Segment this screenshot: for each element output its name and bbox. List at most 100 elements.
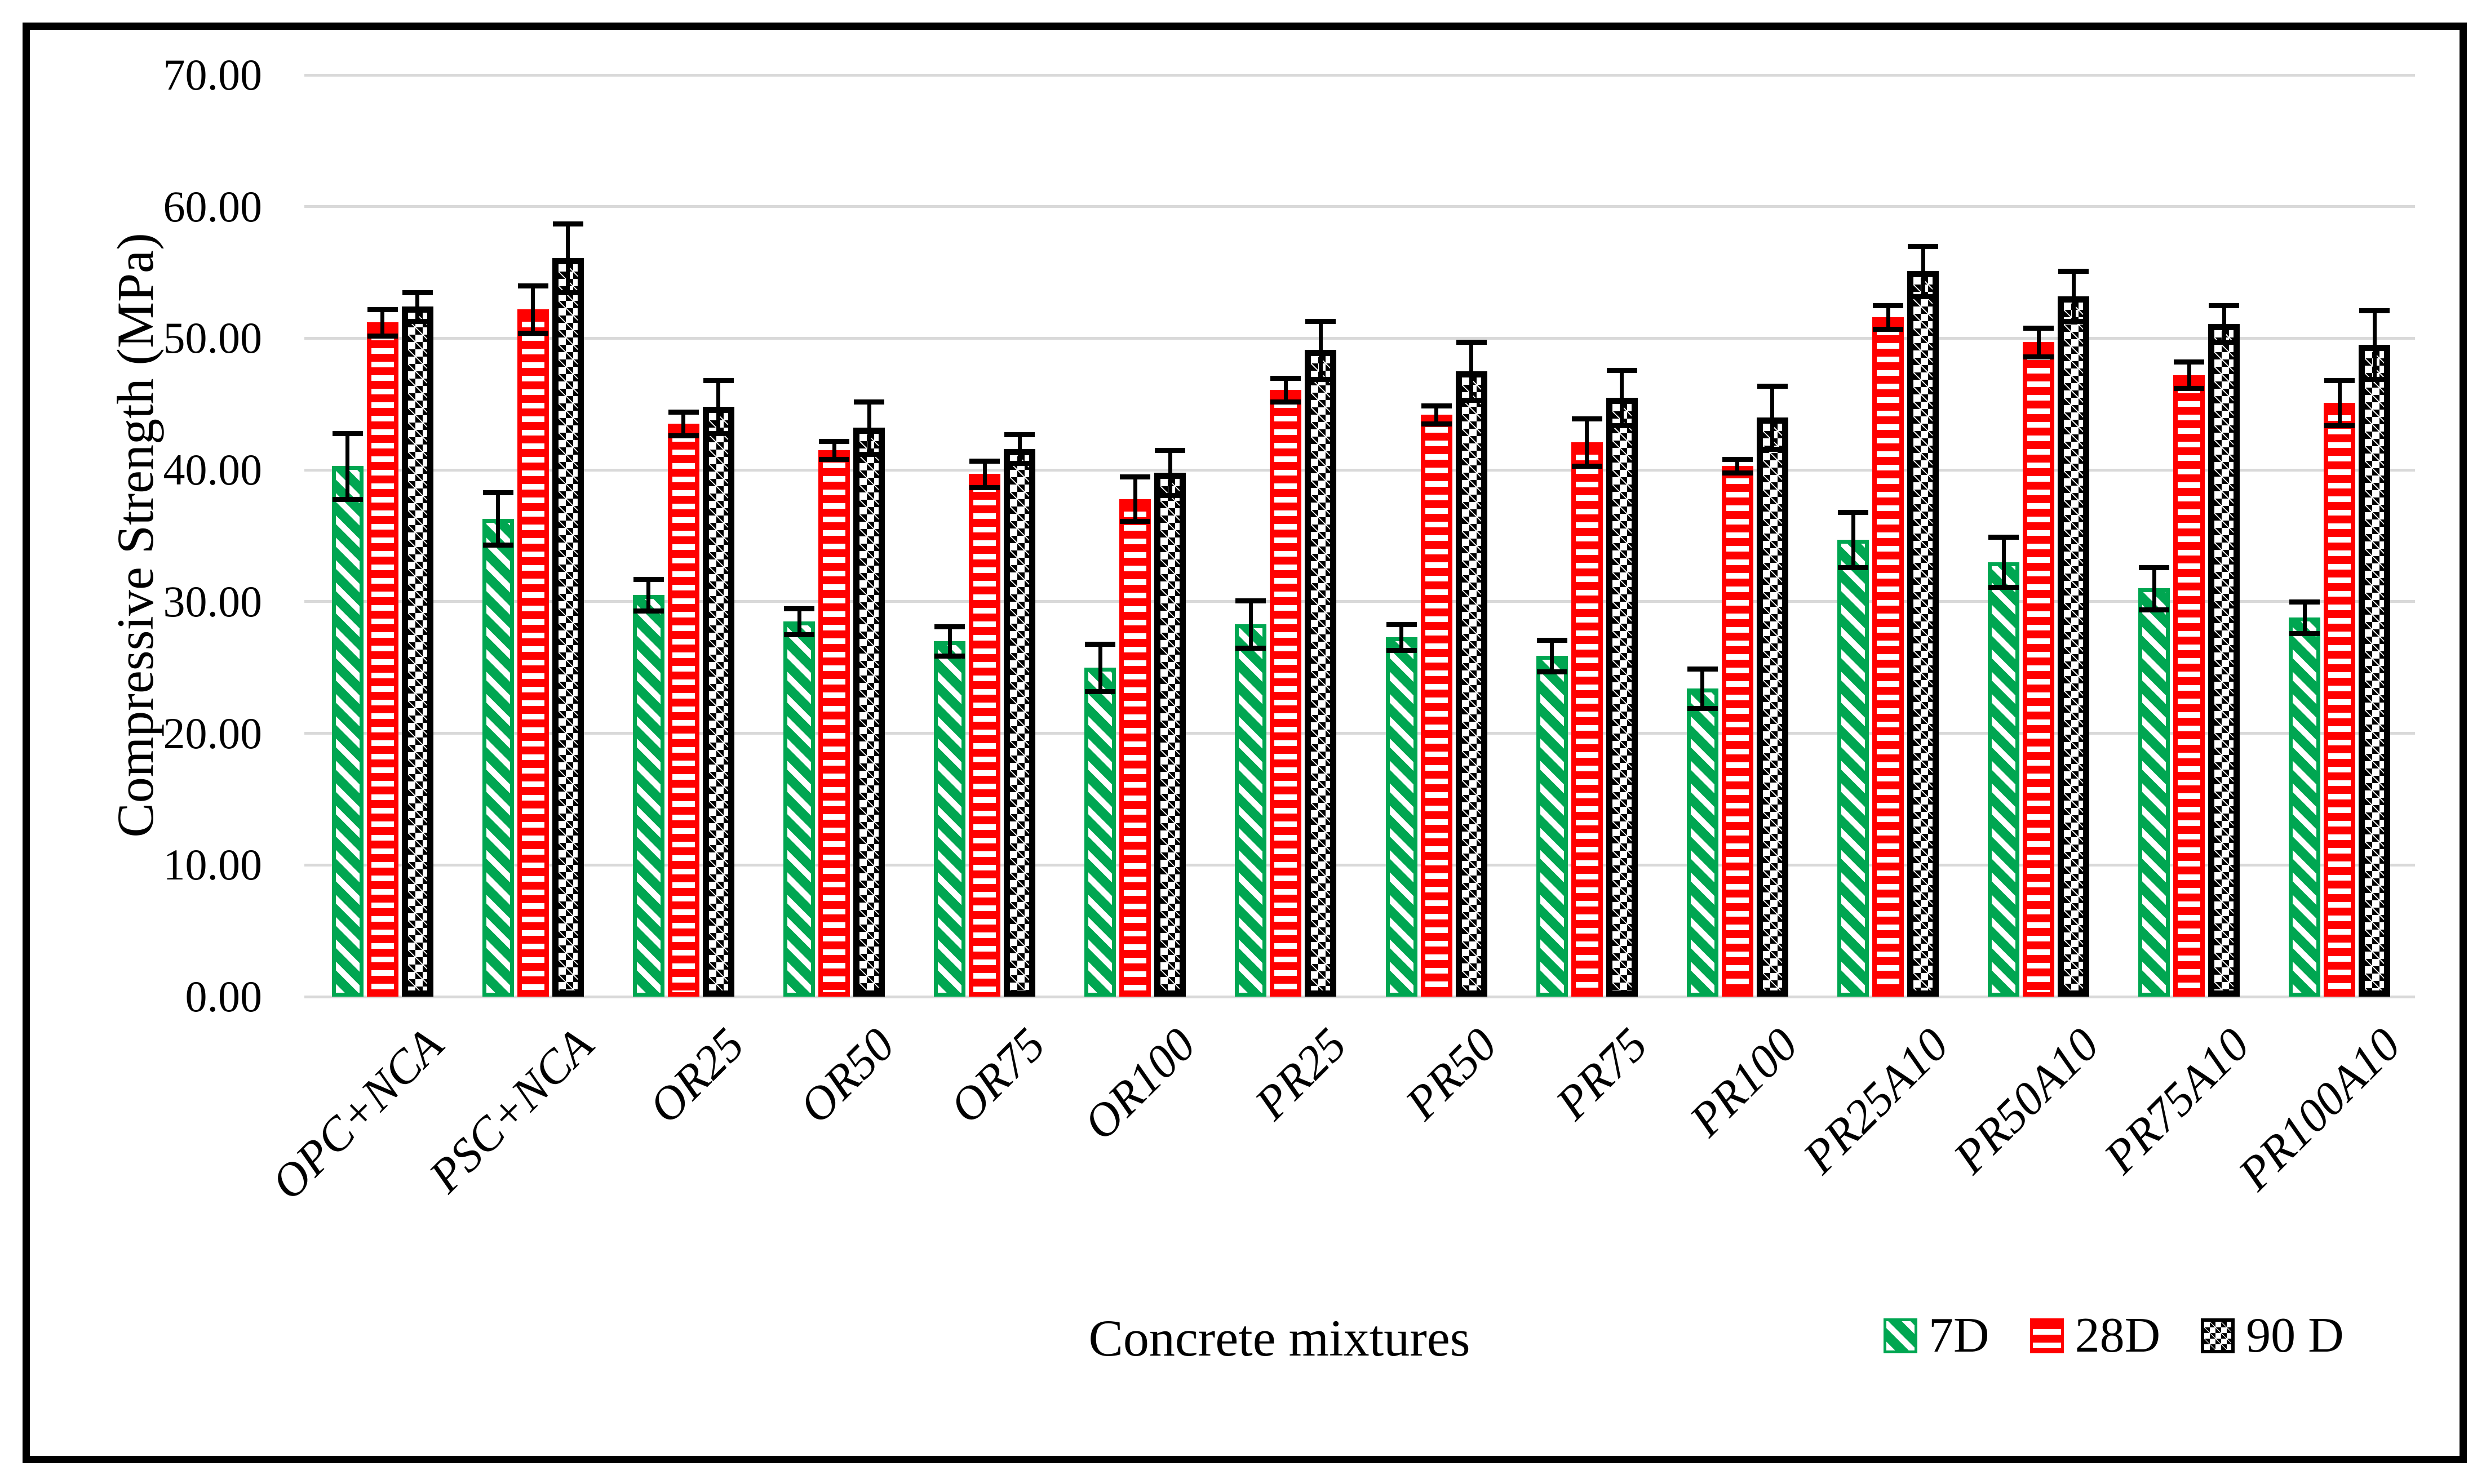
bar-90d-pr50 [1455, 371, 1487, 997]
error-bar-line [1469, 342, 1474, 401]
legend-label: 28D [2075, 1308, 2161, 1363]
error-bar-cap-bottom [367, 333, 398, 339]
error-bar-line [832, 441, 836, 460]
y-tick-label: 10.00 [163, 840, 263, 890]
error-bar-cap-bottom [854, 452, 884, 457]
error-bar-line [1168, 450, 1172, 495]
error-bar-cap-top [2324, 378, 2355, 384]
error-bar-cap-bottom [2058, 319, 2089, 325]
error-bar-cap-bottom [784, 632, 814, 638]
error-bar-line [1550, 639, 1554, 672]
error-bar-cap-top [1908, 243, 1938, 249]
error-bar-cap-bottom [1838, 565, 1868, 571]
bar-90d-pr50a10 [2058, 296, 2090, 997]
error-bar-line [1921, 246, 1925, 296]
error-bar-cap-top [2023, 325, 2054, 331]
error-bar-cap-bottom [1456, 398, 1487, 403]
gridline [304, 600, 2415, 603]
gridline [304, 863, 2415, 867]
error-bar-cap-bottom [2289, 630, 2320, 636]
error-bar-line [1434, 405, 1439, 424]
gridline [304, 73, 2415, 77]
error-bar-cap-top [1120, 474, 1151, 479]
error-bar-cap-bottom [517, 331, 548, 336]
legend-label: 90 D [2246, 1308, 2344, 1363]
bar-90d-pr75 [1606, 397, 1638, 997]
error-bar-line [1700, 669, 1705, 709]
error-bar-line [2222, 305, 2226, 343]
error-bar-line [496, 492, 500, 545]
error-bar-line [566, 224, 570, 292]
error-bar-cap-top [1305, 319, 1336, 325]
bar-7d-pr25a10 [1837, 540, 1869, 997]
legend-swatch-diagonal-stripes [1884, 1318, 1917, 1353]
error-bar-cap-bottom [1421, 421, 1452, 427]
error-bar-cap-top [668, 410, 699, 415]
error-bar-line [1735, 459, 1740, 473]
bar-90d-or100 [1154, 472, 1186, 997]
bar-28d-pr75a10 [2173, 375, 2205, 997]
error-bar-cap-bottom [1571, 464, 1602, 469]
error-bar-cap-bottom [668, 433, 699, 439]
error-bar-cap-bottom [969, 485, 1000, 490]
error-bar-cap-top [1722, 457, 1753, 463]
error-bar-line [1248, 600, 1253, 648]
error-bar-cap-top [1757, 383, 1788, 389]
error-bar-line [646, 579, 651, 611]
error-bar-cap-top [2359, 308, 2390, 314]
error-bar-cap-bottom [1722, 470, 1753, 476]
legend-item-28d: 28D [2029, 1307, 2161, 1364]
error-bar-cap-top [819, 438, 849, 444]
error-bar-cap-top [854, 399, 884, 405]
bar-7d-pr50a10 [1988, 562, 2020, 997]
bar-28d-or50 [818, 450, 850, 997]
error-bar-cap-top [332, 430, 363, 436]
error-bar-cap-bottom [1004, 461, 1035, 466]
legend-swatch-horizontal-stripes [2029, 1318, 2064, 1353]
gridline [304, 468, 2415, 472]
error-bar-cap-top [633, 577, 664, 583]
y-tick-label: 60.00 [163, 181, 263, 231]
error-bar-line [1585, 418, 1589, 466]
error-bar-cap-bottom [2139, 607, 2170, 612]
error-bar-cap-top [784, 606, 814, 611]
y-tick-label: 70.00 [163, 50, 263, 99]
error-bar-cap-top [1873, 303, 1903, 308]
error-bar-cap-top [1536, 637, 1567, 643]
error-bar-line [1133, 476, 1137, 522]
error-bar-line [797, 608, 801, 635]
bar-28d-pr25 [1270, 389, 1302, 997]
error-bar-line [2302, 601, 2307, 633]
gridline [304, 995, 2415, 998]
error-bar-cap-bottom [934, 653, 965, 659]
error-bar-cap-top [2174, 359, 2205, 365]
error-bar-cap-top [1421, 403, 1452, 408]
error-bar-cap-top [2209, 303, 2240, 308]
bar-90d-pr75a10 [2208, 323, 2240, 997]
error-bar-cap-bottom [1120, 519, 1151, 525]
bar-7d-opc-nca [331, 466, 364, 997]
error-bar-cap-bottom [332, 496, 363, 502]
error-bar-cap-bottom [2324, 423, 2355, 428]
error-bar-line [2187, 362, 2191, 389]
bar-7d-pr25 [1235, 624, 1267, 997]
error-bar-cap-top [1456, 340, 1487, 345]
error-bar-line [380, 309, 385, 336]
error-bar-line [1886, 305, 1890, 330]
error-bar-line [2071, 271, 2076, 322]
legend-item-7d: 7D [1884, 1307, 1989, 1364]
error-bar-line [1851, 512, 1855, 568]
bar-28d-pr50a10 [2023, 342, 2055, 997]
bar-7d-or25 [632, 595, 664, 997]
error-bar-cap-top [1988, 535, 2019, 540]
error-bar-cap-bottom [2023, 354, 2054, 360]
error-bar-cap-top [1571, 416, 1602, 421]
error-bar-line [1283, 377, 1288, 402]
error-bar-cap-top [969, 458, 1000, 464]
error-bar-cap-top [552, 221, 583, 227]
gridline [304, 732, 2415, 735]
error-bar-cap-top [1004, 432, 1035, 438]
error-bar-line [1770, 385, 1775, 449]
error-bar-cap-bottom [1270, 399, 1301, 405]
error-bar-line [2337, 380, 2342, 425]
